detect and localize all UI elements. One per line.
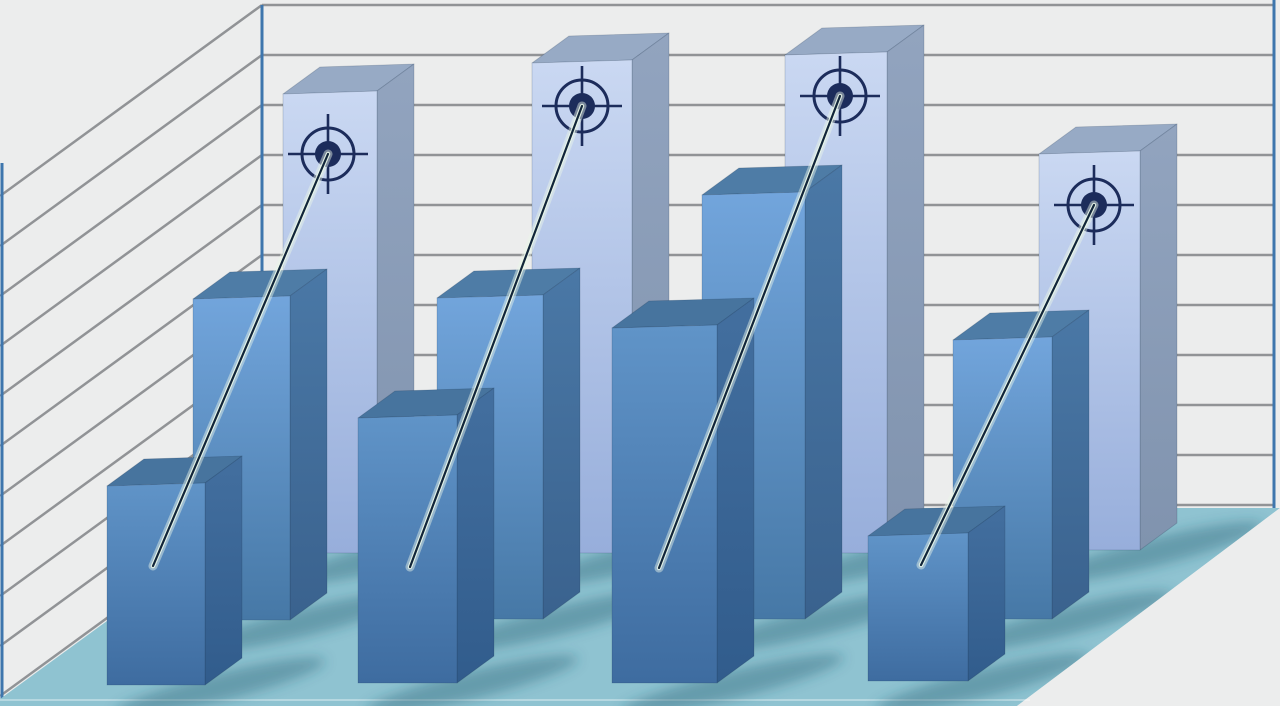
- bar-front-face: [867, 532, 969, 682]
- leader-line-core: [919, 203, 1096, 567]
- bar-side-face: [716, 297, 755, 684]
- bar-shadow-bar-group2-front: [366, 655, 578, 706]
- leader-line-core: [408, 104, 584, 569]
- bar-side-face: [542, 267, 581, 620]
- bar-group2-front: [357, 387, 495, 684]
- target-group2-leader-line: [405, 101, 587, 572]
- bar-shadow-bar-group1-middle: [200, 592, 410, 652]
- left-wall-gridline: [0, 153, 263, 348]
- leader-line-core: [657, 94, 842, 570]
- bar-shadow-bar-group4-front: [876, 653, 1090, 706]
- bar-side-face: [1051, 309, 1090, 620]
- bar-shadow-bar-group4-middle: [961, 591, 1173, 651]
- leader-line-core: [151, 152, 330, 568]
- bar-shadow-bar-group4-back: [1047, 521, 1263, 583]
- bar-side-face: [1139, 123, 1178, 551]
- target-group3-leader-line: [654, 91, 845, 573]
- bar-shadow-bar-group1-front: [115, 657, 325, 706]
- bar-front-face: [106, 482, 206, 686]
- bar-front-face: [611, 324, 718, 684]
- bar-group1-front: [106, 455, 243, 686]
- bar-side-face: [967, 505, 1006, 682]
- left-wall-gridline: [0, 203, 263, 398]
- bar-side-face: [886, 24, 925, 554]
- bar-side-face: [289, 268, 328, 621]
- left-wall-gridline: [0, 3, 263, 198]
- bar-side-face: [204, 455, 243, 686]
- bar-group4-front: [867, 505, 1006, 682]
- target-group4-leader-line: [916, 200, 1099, 570]
- bar-side-face: [804, 164, 843, 620]
- bar-shadow-bar-group3-front: [620, 654, 844, 706]
- target-group1-leader-line: [148, 149, 333, 571]
- left-wall-gridline: [0, 103, 263, 298]
- bar-front-face: [357, 414, 458, 684]
- bar-group3-front: [611, 297, 755, 684]
- left-wall-gridline: [0, 53, 263, 248]
